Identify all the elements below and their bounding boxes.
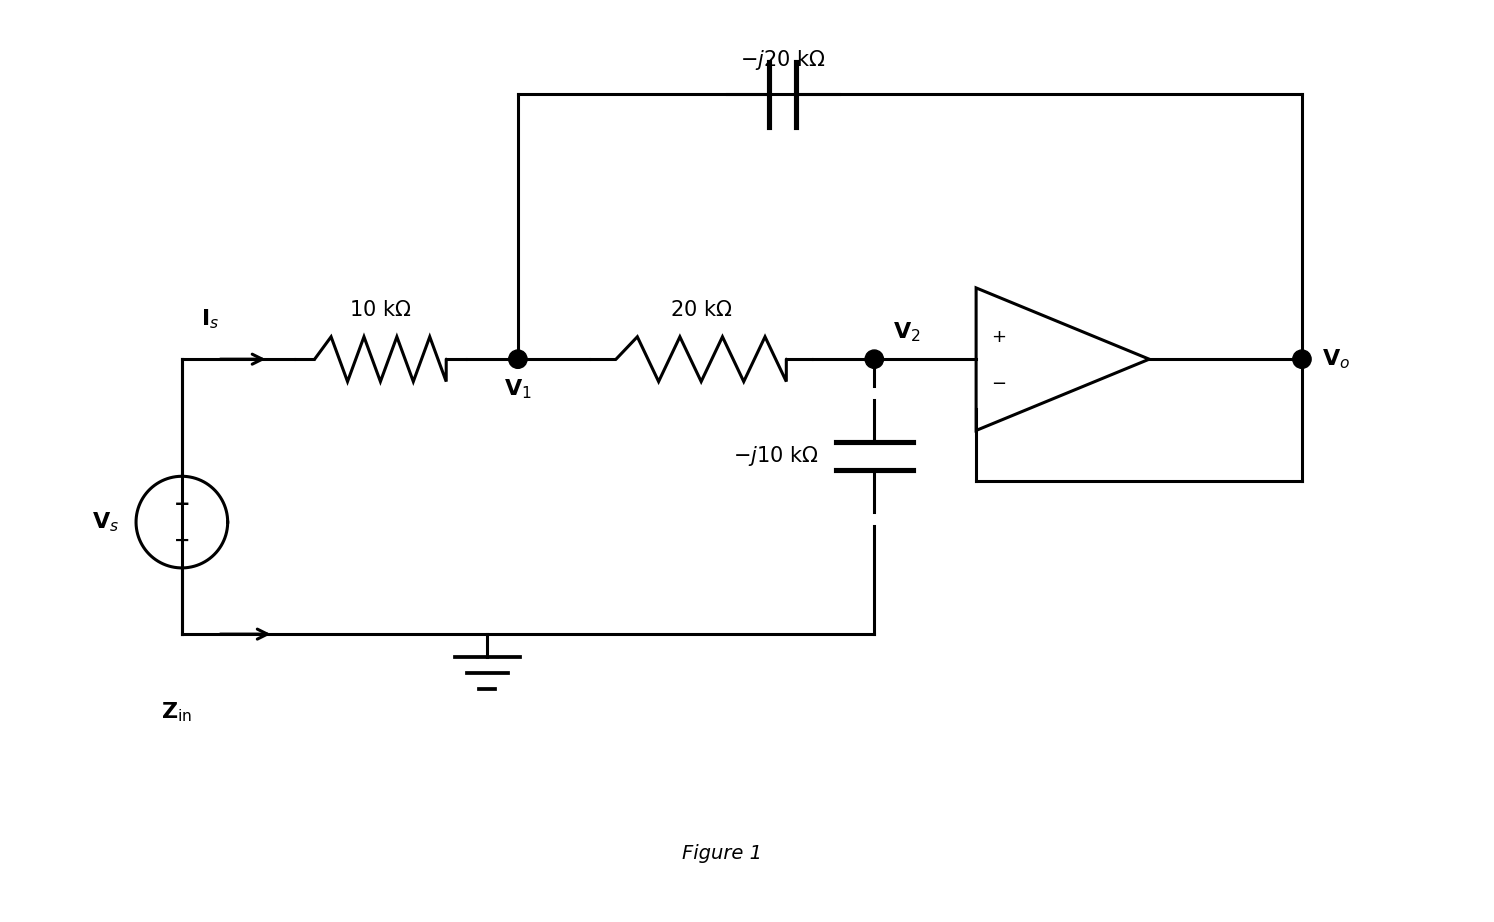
Text: $\mathbf{V}_2$: $\mathbf{V}_2$ — [892, 320, 920, 344]
Text: $\mathbf{V}_1$: $\mathbf{V}_1$ — [503, 377, 532, 401]
Text: $-j$20 k$\Omega$: $-j$20 k$\Omega$ — [740, 48, 826, 72]
Text: −: − — [173, 531, 190, 550]
Text: +: + — [173, 495, 190, 514]
Circle shape — [865, 350, 883, 368]
Text: 10 k$\Omega$: 10 k$\Omega$ — [350, 301, 412, 321]
Text: $\mathbf{Z}_{\mathrm{in}}$: $\mathbf{Z}_{\mathrm{in}}$ — [161, 701, 193, 724]
Text: $-j$10 k$\Omega$: $-j$10 k$\Omega$ — [732, 443, 819, 467]
Text: Figure 1: Figure 1 — [681, 845, 762, 863]
Text: −: − — [991, 374, 1005, 393]
Text: 20 k$\Omega$: 20 k$\Omega$ — [669, 301, 732, 321]
Text: +: + — [991, 327, 1005, 346]
Text: $\mathbf{V}_o$: $\mathbf{V}_o$ — [1322, 348, 1351, 371]
Text: $\mathbf{V}_s$: $\mathbf{V}_s$ — [91, 510, 118, 534]
Circle shape — [1292, 350, 1312, 368]
Circle shape — [509, 350, 527, 368]
Text: $\mathbf{I}_s$: $\mathbf{I}_s$ — [202, 307, 220, 331]
